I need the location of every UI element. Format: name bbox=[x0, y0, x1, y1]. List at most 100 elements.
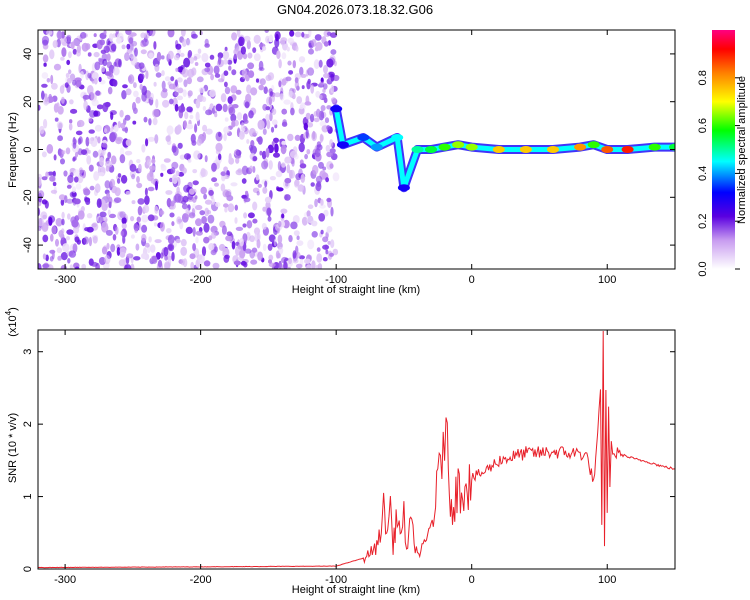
top-x-tick-label: -300 bbox=[54, 274, 76, 286]
noise-blob bbox=[60, 264, 67, 269]
noise-blob bbox=[306, 149, 311, 155]
noise-blob bbox=[205, 128, 213, 135]
noise-blob bbox=[72, 48, 77, 55]
noise-blob bbox=[120, 122, 126, 129]
noise-blob bbox=[159, 221, 165, 232]
noise-blob bbox=[238, 36, 245, 47]
noise-blob bbox=[71, 219, 79, 228]
noise-blob bbox=[315, 90, 321, 98]
noise-blob bbox=[100, 65, 106, 73]
noise-blob bbox=[160, 252, 164, 259]
noise-blob bbox=[95, 90, 101, 96]
svg-text:(x104): (x104) bbox=[4, 307, 19, 337]
noise-blob bbox=[68, 69, 72, 75]
noise-blob bbox=[196, 76, 204, 83]
noise-blob bbox=[227, 203, 235, 213]
noise-blob bbox=[46, 78, 51, 83]
bottom-y-tick-label: 1 bbox=[22, 494, 34, 500]
noise-blob bbox=[131, 173, 136, 180]
noise-blob bbox=[41, 83, 48, 88]
noise-blob bbox=[288, 257, 292, 265]
noise-blob bbox=[161, 70, 165, 77]
noise-blob bbox=[304, 258, 311, 264]
bottom-y-tick-label: 2 bbox=[22, 421, 34, 427]
noise-blob bbox=[204, 62, 211, 68]
top-y-axis-label: Frequency (Hz) bbox=[7, 112, 19, 188]
colorbar-tick-label: 0.0 bbox=[697, 261, 709, 276]
noise-blob bbox=[170, 76, 175, 82]
noise-blob bbox=[181, 203, 188, 210]
noise-blob bbox=[61, 150, 66, 155]
noise-blob bbox=[130, 234, 135, 239]
noise-blob bbox=[207, 214, 215, 224]
noise-blob bbox=[329, 252, 334, 257]
noise-blob bbox=[225, 235, 233, 242]
bottom-x-tick-label: 100 bbox=[598, 574, 616, 586]
noise-blob bbox=[170, 200, 175, 207]
noise-blob bbox=[274, 92, 281, 98]
noise-blob bbox=[66, 59, 71, 66]
noise-blob bbox=[297, 184, 305, 192]
noise-blob bbox=[171, 174, 178, 185]
noise-blob bbox=[105, 229, 113, 236]
noise-blob bbox=[38, 218, 44, 227]
noise-blob bbox=[70, 108, 78, 114]
noise-blob bbox=[42, 263, 50, 268]
signal-point bbox=[391, 134, 404, 141]
noise-blob bbox=[125, 88, 132, 96]
noise-blob bbox=[279, 263, 284, 269]
noise-blob bbox=[212, 262, 220, 269]
noise-blob bbox=[317, 263, 323, 269]
noise-blob bbox=[117, 173, 122, 178]
noise-blob bbox=[208, 189, 214, 196]
noise-blob bbox=[230, 182, 238, 187]
noise-blob bbox=[262, 243, 267, 251]
noise-blob bbox=[141, 224, 148, 233]
noise-blob bbox=[133, 90, 139, 98]
noise-blob bbox=[139, 84, 143, 90]
noise-blob bbox=[292, 250, 297, 259]
noise-blob bbox=[214, 182, 219, 187]
noise-blob bbox=[104, 71, 112, 76]
noise-blob bbox=[305, 33, 310, 39]
noise-blob bbox=[145, 70, 149, 79]
noise-blob bbox=[56, 121, 64, 130]
noise-blob bbox=[177, 95, 183, 101]
noise-blob bbox=[201, 52, 209, 63]
noise-blob bbox=[168, 98, 174, 105]
noise-blob bbox=[267, 243, 273, 251]
noise-blob bbox=[308, 48, 314, 55]
noise-blob bbox=[252, 156, 258, 162]
noise-blob bbox=[202, 106, 207, 111]
noise-blob bbox=[283, 99, 291, 105]
noise-blob bbox=[273, 137, 279, 143]
noise-blob bbox=[243, 212, 248, 219]
signal-point bbox=[438, 143, 451, 151]
noise-blob bbox=[107, 86, 113, 95]
noise-blob bbox=[60, 158, 65, 165]
top-y-tick-label: 0 bbox=[22, 146, 34, 152]
noise-blob bbox=[120, 174, 128, 184]
snr-panel: -300 -200 -100 0 100 0 1 2 3 Height of straight… bbox=[4, 307, 676, 596]
noise-blob bbox=[276, 50, 281, 60]
noise-blob bbox=[286, 164, 291, 174]
noise-blob bbox=[144, 187, 148, 196]
noise-blob bbox=[325, 144, 331, 152]
noise-blob bbox=[61, 31, 65, 39]
noise-blob bbox=[197, 254, 205, 264]
noise-blob bbox=[187, 50, 193, 58]
noise-blob bbox=[63, 170, 68, 177]
noise-blob bbox=[314, 34, 322, 41]
noise-blob bbox=[247, 70, 255, 78]
noise-blob bbox=[282, 110, 288, 114]
noise-blob bbox=[66, 236, 70, 241]
noise-blob bbox=[262, 128, 267, 135]
noise-blob bbox=[277, 161, 282, 171]
noise-blob bbox=[54, 117, 59, 122]
noise-blob bbox=[293, 230, 300, 237]
noise-blob bbox=[271, 141, 275, 146]
noise-blob bbox=[106, 242, 110, 250]
noise-blob bbox=[112, 79, 118, 87]
noise-blob bbox=[298, 56, 306, 63]
noise-blob bbox=[49, 49, 55, 60]
